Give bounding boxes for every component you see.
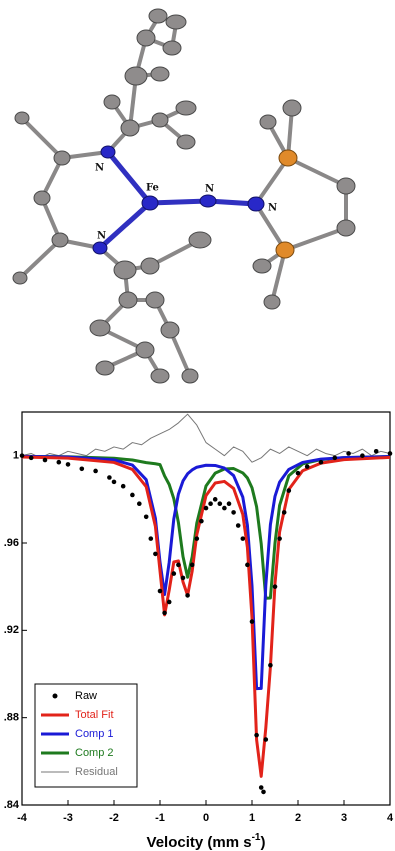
data-point: [261, 789, 266, 795]
data-point: [120, 483, 126, 489]
data-point: [222, 505, 227, 511]
x-tick-label: -4: [17, 812, 28, 824]
data-point: [332, 455, 338, 461]
legend-label: Raw: [75, 690, 97, 702]
data-point: [295, 470, 301, 476]
data-point: [268, 662, 273, 668]
y-tick-label: .92: [4, 624, 19, 636]
series-line: [21, 455, 391, 778]
data-point: [231, 510, 236, 515]
atom-label: N: [95, 163, 104, 174]
data-point: [65, 462, 71, 467]
series-line: [21, 413, 391, 463]
chart: .84 .88 .92 .96 1 -4 -3 -2 -1 0 1 2 3 4 Velocity (mm s…: [4, 411, 394, 851]
atom-label: N: [205, 184, 214, 195]
data-point: [263, 737, 269, 742]
data-point: [387, 451, 393, 456]
x-axis-label: Velocity (mm s-1): [147, 832, 266, 851]
data-point: [258, 785, 264, 790]
legend-label: Residual: [75, 766, 118, 778]
data-point: [360, 453, 365, 458]
data-point: [199, 518, 204, 524]
x-tick-label: 3: [341, 812, 347, 824]
data-point: [249, 619, 255, 624]
data-point: [217, 501, 223, 507]
data-point: [162, 610, 167, 616]
data-point: [189, 562, 195, 568]
data-point: [157, 588, 163, 594]
data-point: [42, 457, 48, 463]
data-point: [130, 492, 135, 498]
legend-label: Total Fit: [75, 709, 114, 721]
data-point: [318, 459, 324, 465]
data-point: [185, 593, 190, 598]
y-tick-label: .88: [4, 712, 19, 724]
data-point: [194, 536, 200, 541]
x-axis-label-part: -1: [252, 832, 261, 843]
bonds: [18, 16, 348, 378]
data-point: [203, 505, 209, 511]
x-tick-label: -2: [109, 812, 119, 824]
legend-swatch: [52, 693, 58, 699]
data-point: [373, 449, 379, 454]
y-tick-label: 1: [13, 450, 19, 462]
data-point: [79, 466, 85, 472]
data-point: [148, 536, 154, 541]
data-point: [245, 562, 250, 568]
x-tick-label: -3: [63, 812, 73, 824]
x-tick-label: -1: [155, 812, 165, 824]
x-tick-label: 4: [387, 812, 394, 824]
data-point: [180, 575, 186, 581]
data-point: [235, 523, 241, 528]
data-point: [208, 501, 213, 507]
data-point: [19, 453, 25, 458]
y-tick-label: .96: [4, 537, 19, 549]
x-tick-label: 1: [249, 812, 255, 824]
legend-label: Comp 1: [75, 728, 114, 740]
atom-label: Fe: [146, 183, 159, 194]
data-point: [304, 464, 310, 469]
data-point: [137, 501, 142, 507]
data-point: [346, 451, 351, 456]
data-point: [240, 536, 246, 541]
x-axis-label-part: Velocity (mm s: [147, 834, 252, 851]
data-point: [28, 455, 34, 461]
x-tick-label: 2: [295, 812, 301, 824]
data-point: [286, 488, 292, 493]
data-point: [56, 459, 62, 465]
data-point: [212, 497, 218, 502]
atom-label: N: [97, 231, 106, 242]
data-point: [143, 514, 149, 520]
data-point: [254, 732, 259, 738]
data-point: [272, 584, 278, 589]
y-tick-label: .84: [4, 799, 20, 811]
x-tick-label: 0: [203, 812, 209, 824]
data-point: [226, 501, 232, 507]
data-point: [93, 468, 98, 474]
legend-label: Comp 2: [75, 747, 114, 759]
series-line: [21, 454, 391, 600]
atom-label: N: [268, 203, 277, 214]
data-point: [176, 562, 181, 568]
x-axis-label-part: ): [260, 834, 265, 851]
data-point: [111, 479, 117, 485]
molecule: N N Fe N N: [12, 8, 356, 384]
data-point: [153, 551, 158, 557]
atoms: [12, 8, 356, 384]
data-point: [281, 510, 287, 515]
data-point: [107, 475, 112, 480]
data-point: [277, 536, 282, 541]
data-point: [166, 599, 172, 605]
data-point: [171, 571, 177, 576]
